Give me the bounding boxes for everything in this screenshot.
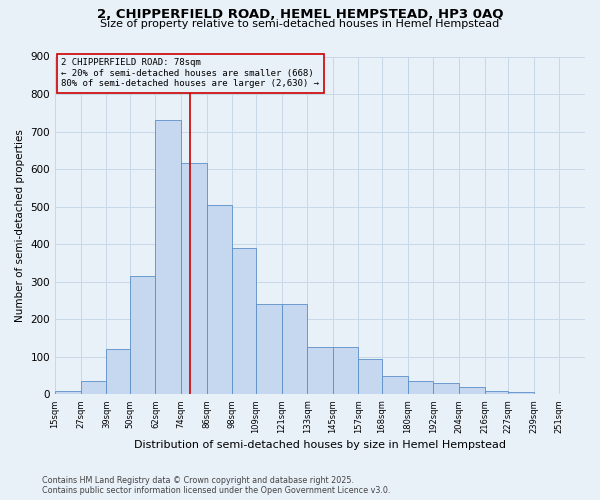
Bar [358,358,382,394]
Bar [207,205,232,394]
Bar [232,248,256,394]
Text: Size of property relative to semi-detached houses in Hemel Hempstead: Size of property relative to semi-detach… [100,19,500,29]
Text: Contains HM Land Registry data © Crown copyright and database right 2025.
Contai: Contains HM Land Registry data © Crown c… [42,476,391,495]
Bar [256,304,281,394]
Y-axis label: Number of semi-detached properties: Number of semi-detached properties [15,129,25,322]
Bar [485,390,508,394]
Bar [55,390,80,394]
Bar [508,392,534,394]
Bar [382,376,407,394]
Bar [181,164,207,394]
Text: 2 CHIPPERFIELD ROAD: 78sqm
← 20% of semi-detached houses are smaller (668)
80% o: 2 CHIPPERFIELD ROAD: 78sqm ← 20% of semi… [61,58,319,88]
Bar [80,381,106,394]
Bar [459,387,485,394]
Bar [106,350,130,395]
Bar [130,276,155,394]
X-axis label: Distribution of semi-detached houses by size in Hemel Hempstead: Distribution of semi-detached houses by … [134,440,506,450]
Bar [333,348,358,395]
Bar [155,120,181,394]
Bar [407,381,433,394]
Text: 2, CHIPPERFIELD ROAD, HEMEL HEMPSTEAD, HP3 0AQ: 2, CHIPPERFIELD ROAD, HEMEL HEMPSTEAD, H… [97,8,503,20]
Bar [307,348,333,395]
Bar [433,383,459,394]
Bar [281,304,307,394]
